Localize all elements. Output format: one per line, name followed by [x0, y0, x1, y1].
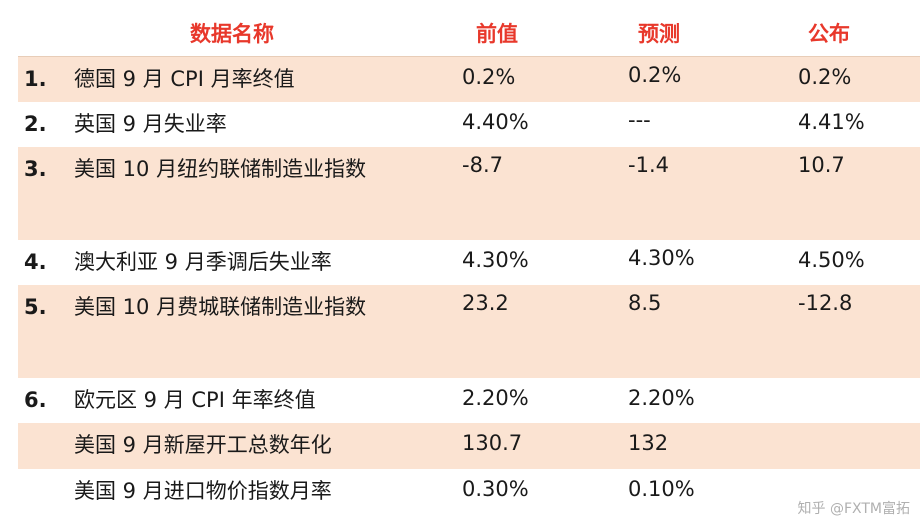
row-prev: 4.40% [462, 110, 529, 134]
row-published: 0.2% [798, 65, 852, 89]
row-forecast: -1.4 [628, 153, 669, 177]
header-name: 数据名称 [190, 22, 274, 46]
header-forecast: 预测 [638, 22, 680, 46]
row-name: 德国 9 月 CPI 月率终值 [74, 67, 295, 91]
row-name: 美国 9 月新屋开工总数年化 [74, 433, 332, 457]
row-name: 英国 9 月失业率 [74, 112, 227, 136]
row-number: 3. [24, 157, 47, 181]
row-name: 欧元区 9 月 CPI 年率终值 [74, 388, 316, 412]
row-name: 美国 10 月纽约联储制造业指数 [74, 157, 367, 181]
table-row: 1. 德国 9 月 CPI 月率终值 0.2% 0.2% 0.2% [18, 57, 920, 102]
row-forecast: 4.30% [628, 246, 695, 270]
row-published: 4.41% [798, 110, 865, 134]
row-number: 2. [24, 112, 47, 136]
table-row: 美国 9 月进口物价指数月率 0.30% 0.10% [18, 469, 920, 515]
row-prev: 4.30% [462, 248, 529, 272]
row-name: 澳大利亚 9 月季调后失业率 [74, 250, 332, 274]
row-number: 1. [24, 67, 47, 91]
table-row: 6. 欧元区 9 月 CPI 年率终值 2.20% 2.20% [18, 378, 920, 423]
row-forecast: --- [628, 108, 651, 132]
table-row: 3. 美国 10 月纽约联储制造业指数 -8.7 -1.4 10.7 [18, 147, 920, 240]
table-row: 2. 英国 9 月失业率 4.40% --- 4.41% [18, 102, 920, 147]
header-prev: 前值 [476, 22, 518, 46]
row-forecast: 132 [628, 431, 669, 455]
watermark: 知乎 @FXTM富拓 [797, 501, 910, 517]
row-prev: 2.20% [462, 386, 529, 410]
table-row: 5. 美国 10 月费城联储制造业指数 23.2 8.5 -12.8 [18, 285, 920, 378]
row-number: 6. [24, 388, 47, 412]
row-number: 4. [24, 250, 47, 274]
table-row: 4. 澳大利亚 9 月季调后失业率 4.30% 4.30% 4.50% [18, 240, 920, 285]
table-row: 美国 9 月新屋开工总数年化 130.7 132 [18, 423, 920, 469]
row-name: 美国 10 月费城联储制造业指数 [74, 295, 367, 319]
row-published: 4.50% [798, 248, 865, 272]
row-prev: 0.2% [462, 65, 516, 89]
row-published: -12.8 [798, 291, 853, 315]
row-published: 10.7 [798, 153, 845, 177]
row-forecast: 2.20% [628, 386, 695, 410]
row-prev: 23.2 [462, 291, 509, 315]
row-prev: 0.30% [462, 477, 529, 501]
table-header: 数据名称 前值 预测 公布 [18, 8, 920, 57]
row-forecast: 8.5 [628, 291, 662, 315]
row-prev: 130.7 [462, 431, 523, 455]
row-name: 美国 9 月进口物价指数月率 [74, 479, 332, 503]
economic-data-table: 数据名称 前值 预测 公布 1. 德国 9 月 CPI 月率终值 0.2% 0.… [18, 8, 920, 515]
row-prev: -8.7 [462, 153, 503, 177]
header-published: 公布 [808, 22, 850, 46]
row-forecast: 0.10% [628, 477, 695, 501]
row-forecast: 0.2% [628, 63, 682, 87]
row-number: 5. [24, 295, 47, 319]
